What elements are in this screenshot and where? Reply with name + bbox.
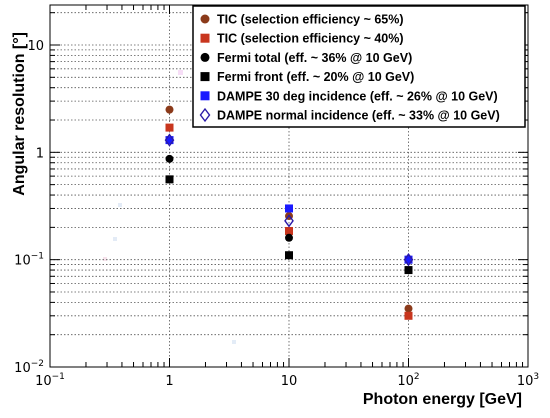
y-tick-label: 10−1 — [14, 252, 44, 269]
y-tick-label: 10−2 — [14, 359, 44, 376]
x-tick-label: 10 — [281, 374, 298, 389]
legend-marker — [200, 33, 210, 43]
data-point — [404, 304, 413, 313]
data-point — [165, 123, 174, 132]
x-tick-label: 10−1 — [35, 372, 65, 389]
faint-mark — [118, 203, 122, 207]
y-tick-labels: 10−2 10−1 1 10 — [14, 39, 44, 376]
legend-box — [192, 5, 526, 128]
legend-marker — [199, 107, 211, 123]
x-axis-title: Photon energy [GeV] — [363, 391, 522, 408]
x-tick-label: 103 — [517, 372, 539, 389]
faint-background-marks — [103, 70, 236, 344]
data-point — [285, 233, 293, 242]
legend-label: DAMPE normal incidence (eff. ~ 33% @ 10 … — [217, 109, 500, 123]
data-points — [164, 105, 414, 320]
legend-marker — [200, 52, 210, 62]
data-point — [165, 136, 174, 145]
legend-marker — [200, 91, 210, 101]
legend-label: TIC (selection efficiency ~ 65%) — [217, 13, 404, 27]
y-tick-label: 1 — [36, 146, 44, 161]
data-point — [404, 311, 413, 320]
data-point — [285, 204, 293, 213]
legend-label: TIC (selection efficiency ~ 40%) — [217, 32, 404, 46]
legend-label: DAMPE 30 deg incidence (eff. ~ 26% @ 10 … — [217, 89, 498, 103]
data-point — [404, 266, 413, 275]
legend-marker — [200, 14, 210, 24]
data-point — [165, 175, 174, 184]
y-axis-title: Angular resolution [°] — [11, 32, 28, 196]
data-point — [285, 251, 293, 260]
faint-mark — [232, 340, 236, 344]
faint-mark — [113, 237, 117, 241]
legend-label: Fermi front (eff. ~ 20% @ 10 GeV) — [217, 70, 414, 84]
legend: TIC (selection efficiency ~ 65%) TIC (sel… — [192, 5, 526, 128]
data-point — [164, 133, 175, 147]
y-tick-label: 10 — [27, 39, 44, 54]
x-tick-label: 1 — [165, 374, 173, 389]
data-point — [284, 214, 294, 228]
legend-label: Fermi total (eff. ~ 36% @ 10 GeV) — [217, 51, 412, 65]
x-tick-label: 102 — [397, 372, 419, 389]
data-point — [285, 226, 293, 235]
faint-mark — [178, 70, 183, 75]
data-point — [404, 255, 413, 264]
data-point — [403, 252, 414, 267]
faint-mark — [103, 257, 107, 261]
x-tick-labels: 10−1 1 10 102 103 — [35, 372, 539, 389]
data-point — [165, 154, 174, 163]
data-point — [165, 105, 174, 114]
legend-marker — [200, 72, 210, 82]
